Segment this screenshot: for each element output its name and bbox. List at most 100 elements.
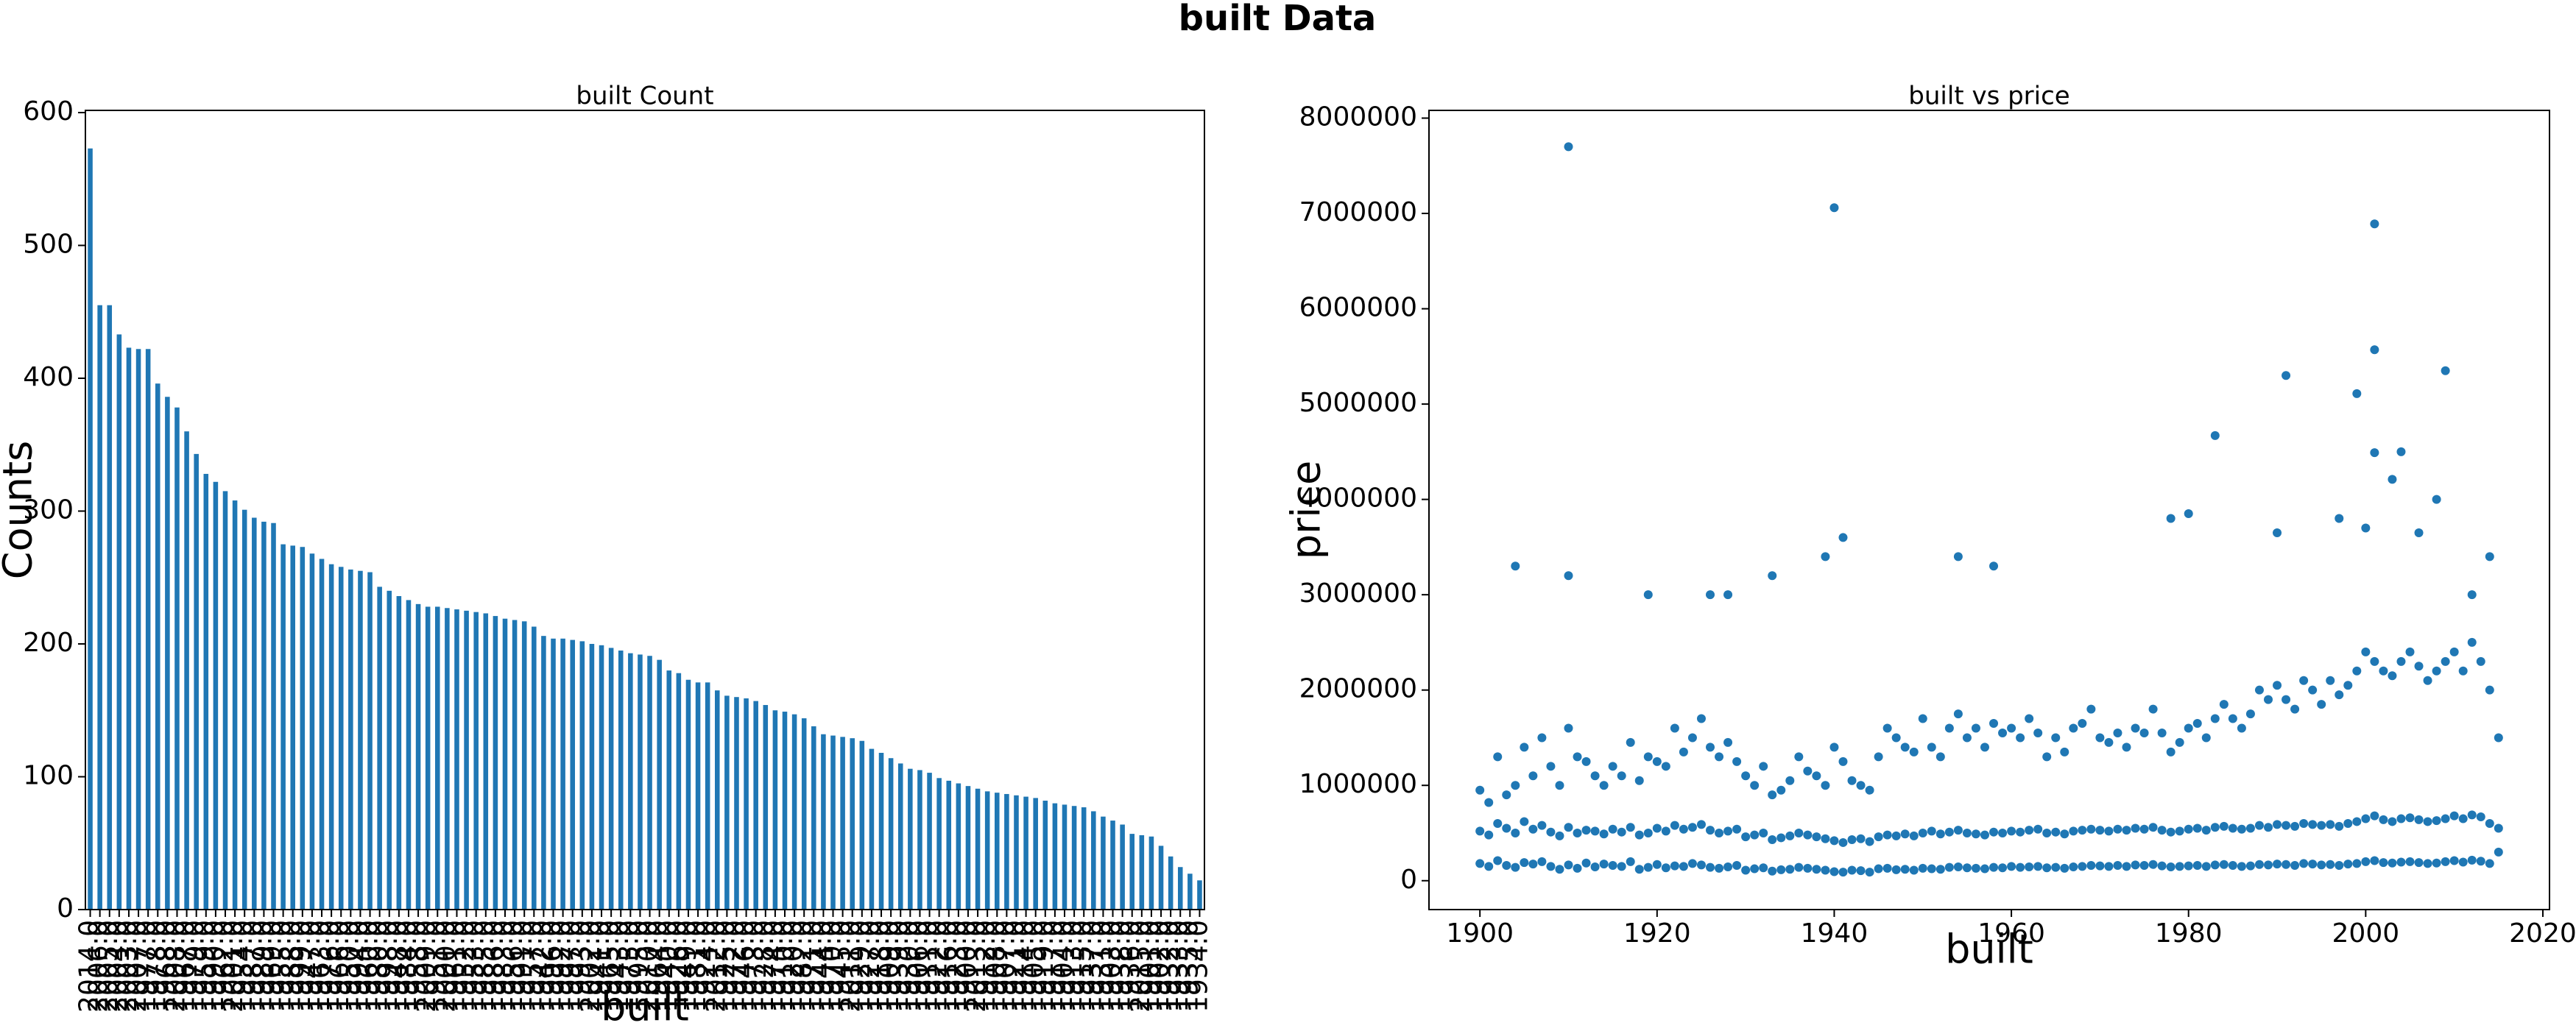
- point: [1847, 865, 1857, 875]
- point: [1723, 826, 1733, 836]
- x-tick-label: 1996.0: [537, 920, 568, 1013]
- point: [1847, 776, 1857, 785]
- point: [1750, 830, 1760, 840]
- point: [1626, 823, 1635, 832]
- point: [1696, 820, 1706, 829]
- bar: [782, 712, 788, 910]
- x-tick-label: 1998.0: [373, 920, 403, 1013]
- x-tick-label: 1994.0: [344, 920, 374, 1013]
- point: [2228, 714, 2237, 723]
- point: [2485, 819, 2494, 829]
- x-axis-label: built: [1945, 927, 2033, 973]
- point: [2343, 860, 2353, 869]
- x-tick-label: 1945.0: [827, 920, 857, 1013]
- point: [1944, 862, 1954, 872]
- point: [2388, 858, 2397, 868]
- x-tick-label: 2004.0: [103, 920, 133, 1013]
- x-tick-label: 1918.0: [865, 920, 895, 1013]
- point: [2476, 812, 2485, 821]
- point: [1537, 733, 1547, 743]
- x-tick-label: 1922.0: [923, 920, 953, 1013]
- bar: [521, 621, 527, 910]
- bar: [551, 638, 556, 910]
- point: [1927, 743, 1936, 752]
- x-tick-label: 1909.0: [875, 920, 905, 1013]
- point: [1670, 821, 1679, 830]
- point: [2423, 817, 2432, 826]
- x-tick-label: 1920: [1623, 918, 1691, 949]
- point: [2210, 714, 2220, 723]
- x-tick-label: 1988.0: [277, 920, 307, 1013]
- point: [2441, 857, 2450, 866]
- point: [1634, 776, 1644, 785]
- point: [2069, 826, 2078, 836]
- point: [2078, 862, 2087, 871]
- x-tick-label: 1940.0: [653, 920, 683, 1013]
- point: [2095, 826, 2105, 835]
- y-tick-label: 0: [57, 893, 74, 924]
- point: [2441, 814, 2450, 823]
- point: [1785, 831, 1795, 840]
- point: [2192, 861, 2202, 871]
- point: [2273, 860, 2282, 869]
- x-tick-label: 1974.0: [759, 920, 789, 1013]
- point: [1511, 862, 1520, 872]
- bar: [589, 643, 595, 910]
- bar: [995, 793, 1000, 910]
- bar: [888, 758, 894, 910]
- point: [1785, 776, 1795, 785]
- x-tick-label: 1937.0: [1077, 920, 1107, 1013]
- point: [1511, 828, 1520, 837]
- x-tick-label: 1980.0: [364, 920, 394, 1013]
- x-tick-label: 1939.0: [884, 920, 914, 1013]
- x-tick-label: 1982.0: [788, 920, 818, 1013]
- point: [2113, 824, 2122, 834]
- x-tick-label: 2000: [2332, 918, 2400, 949]
- point: [1608, 824, 1617, 834]
- point: [2361, 857, 2371, 866]
- y-axis-label: price: [1283, 461, 1330, 559]
- bar: [618, 651, 624, 910]
- point: [2007, 723, 2016, 733]
- point: [2290, 821, 2300, 831]
- x-tick-label: 1908.0: [981, 920, 1011, 1013]
- point: [2423, 676, 2432, 685]
- point: [2131, 823, 2140, 833]
- point: [2317, 860, 2326, 870]
- point: [2184, 723, 2193, 733]
- point: [1998, 728, 2008, 737]
- point: [1998, 828, 2008, 837]
- point: [2219, 700, 2229, 709]
- point: [1652, 860, 1662, 869]
- point: [1750, 781, 1760, 790]
- bar: [377, 587, 382, 910]
- point: [2441, 656, 2450, 666]
- bar: [965, 786, 971, 910]
- point: [2139, 861, 2149, 871]
- point: [1927, 826, 1936, 836]
- y-axis-label: Counts: [0, 441, 41, 580]
- x-tick-label: 2006.0: [84, 920, 114, 1013]
- point: [1962, 733, 1972, 743]
- point: [2485, 859, 2494, 868]
- x-tick-label: 1914.0: [1010, 920, 1040, 1013]
- y-tick-label: 300: [23, 495, 74, 525]
- point: [1803, 766, 1813, 776]
- point: [2254, 821, 2264, 830]
- point: [1670, 723, 1679, 733]
- point: [2007, 826, 2016, 836]
- x-tick-label: 1943.0: [604, 920, 635, 1013]
- bar: [483, 613, 489, 910]
- point: [2131, 860, 2140, 870]
- x-tick-label: 1900.0: [952, 920, 982, 1013]
- x-tick-label: 1906.0: [903, 920, 934, 1013]
- bar: [1014, 795, 1019, 910]
- x-tick-label: 1966.0: [325, 920, 355, 1013]
- x-tick-label: 1978.0: [141, 920, 172, 1013]
- point: [1989, 719, 1999, 729]
- point: [1856, 781, 1866, 790]
- point: [2423, 859, 2432, 868]
- point: [2494, 733, 2503, 743]
- bar: [763, 705, 769, 910]
- point: [2184, 861, 2193, 871]
